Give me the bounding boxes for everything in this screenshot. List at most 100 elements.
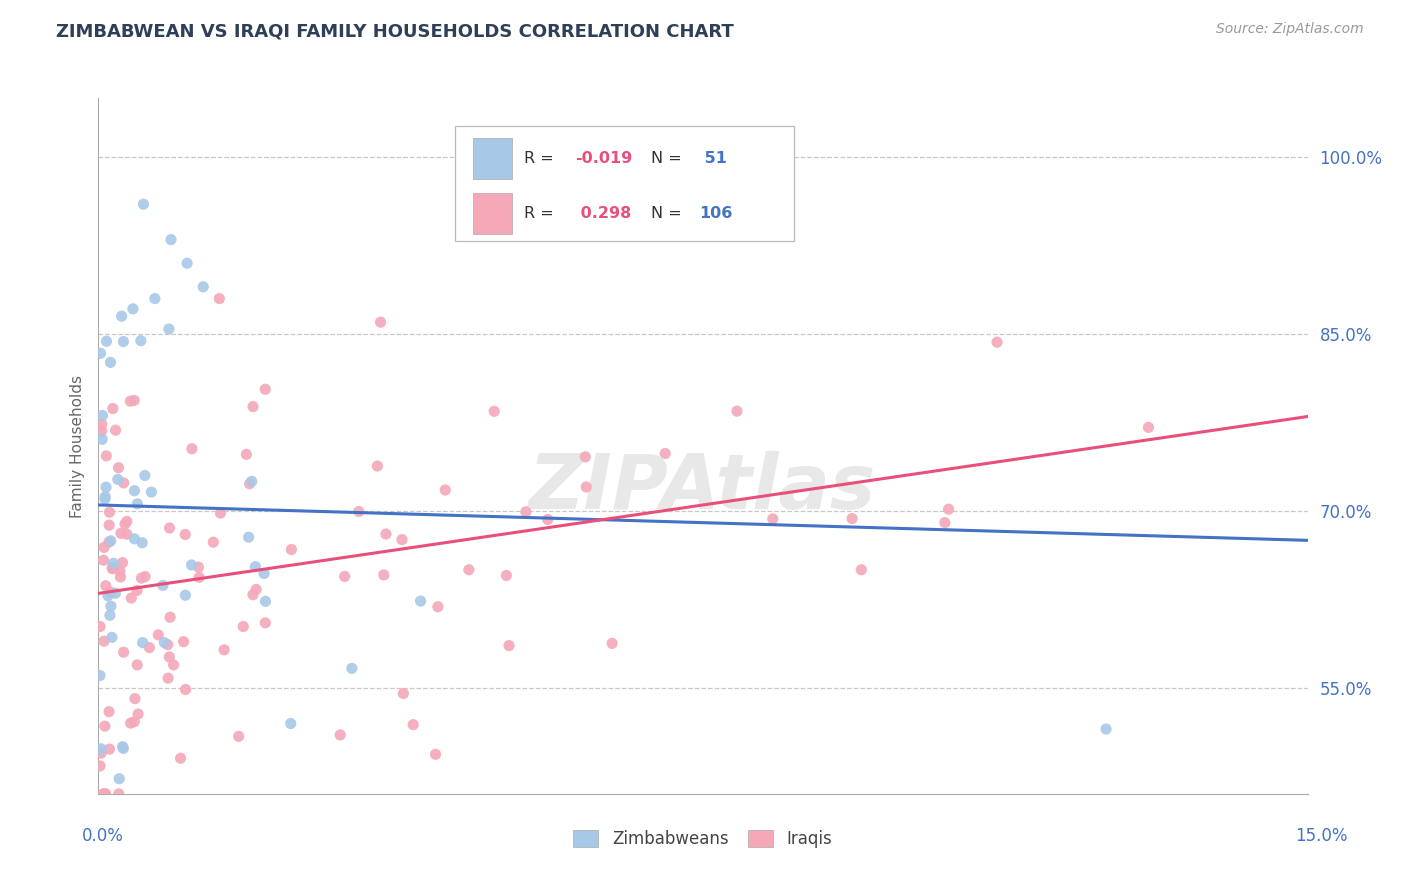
Point xyxy=(242,400,264,414)
Point xyxy=(93,787,115,801)
Legend: Zimbabweans, Iraqis: Zimbabweans, Iraqis xyxy=(567,823,839,855)
Point xyxy=(188,570,211,584)
Point xyxy=(134,468,156,483)
Point xyxy=(112,334,135,349)
Point xyxy=(193,280,215,294)
Point xyxy=(254,382,277,396)
Point xyxy=(104,586,127,600)
Point xyxy=(101,401,124,416)
Point xyxy=(94,492,117,507)
Point xyxy=(280,542,302,557)
Point xyxy=(98,535,121,549)
Point xyxy=(391,533,413,547)
Point xyxy=(232,619,254,633)
Point xyxy=(157,322,180,336)
Point xyxy=(91,432,114,446)
Point xyxy=(120,716,142,731)
Text: 51: 51 xyxy=(699,151,727,166)
Point xyxy=(98,518,121,533)
FancyBboxPatch shape xyxy=(456,126,793,241)
FancyBboxPatch shape xyxy=(474,137,512,179)
Point xyxy=(90,424,112,438)
Point xyxy=(115,527,138,541)
Point xyxy=(104,423,127,437)
Point xyxy=(111,309,134,323)
Point xyxy=(94,579,117,593)
Point xyxy=(537,512,560,526)
Point xyxy=(340,661,363,675)
Point xyxy=(329,728,352,742)
Text: ZIMBABWEAN VS IRAQI FAMILY HOUSEHOLDS CORRELATION CHART: ZIMBABWEAN VS IRAQI FAMILY HOUSEHOLDS CO… xyxy=(56,22,734,40)
Point xyxy=(101,561,124,575)
Point xyxy=(245,582,267,597)
Point xyxy=(725,404,748,418)
Point xyxy=(100,599,122,614)
Point xyxy=(762,512,785,526)
Point xyxy=(654,446,676,460)
Point xyxy=(138,640,160,655)
Point xyxy=(90,746,112,760)
Point xyxy=(434,483,457,497)
Point xyxy=(143,292,166,306)
Point xyxy=(107,460,129,475)
Point xyxy=(94,787,117,801)
Point xyxy=(89,619,111,633)
Point xyxy=(122,393,145,408)
Point xyxy=(212,642,235,657)
Text: R =: R = xyxy=(524,151,560,166)
Point xyxy=(426,599,449,614)
Point xyxy=(131,635,153,649)
Point xyxy=(124,532,146,546)
Point xyxy=(366,458,388,473)
Point xyxy=(97,589,120,603)
Point xyxy=(162,657,184,672)
Point xyxy=(110,526,132,541)
Point xyxy=(98,742,121,756)
Point xyxy=(235,447,257,461)
Point xyxy=(111,739,134,754)
Text: 0.298: 0.298 xyxy=(575,206,631,221)
Point xyxy=(107,472,129,486)
Point xyxy=(392,686,415,700)
Point xyxy=(254,594,277,608)
Point xyxy=(94,490,117,504)
Y-axis label: Family Households: Family Households xyxy=(69,375,84,517)
Point xyxy=(174,527,197,541)
Text: N =: N = xyxy=(651,206,688,221)
Point xyxy=(112,475,135,490)
Point xyxy=(112,741,135,756)
Point xyxy=(101,561,124,575)
Point xyxy=(115,515,138,529)
Point xyxy=(132,197,155,211)
Point xyxy=(112,645,135,659)
Text: ZIPAtlas: ZIPAtlas xyxy=(529,450,877,524)
Point xyxy=(93,541,115,555)
Point xyxy=(89,668,111,682)
Point xyxy=(124,714,146,729)
Point xyxy=(1137,420,1160,434)
Point xyxy=(101,631,124,645)
Point xyxy=(98,585,121,599)
Point xyxy=(574,450,596,464)
Point xyxy=(173,634,195,648)
Point xyxy=(851,563,873,577)
Point xyxy=(157,671,180,685)
Point xyxy=(841,511,863,525)
Point xyxy=(174,682,197,697)
Point xyxy=(333,569,356,583)
Point xyxy=(159,610,181,624)
Point xyxy=(484,404,506,418)
Point xyxy=(110,570,132,584)
Point xyxy=(575,480,598,494)
Text: R =: R = xyxy=(524,206,560,221)
Point xyxy=(91,787,114,801)
Point xyxy=(245,559,267,574)
Point xyxy=(375,527,398,541)
Point xyxy=(93,634,115,648)
Point xyxy=(111,556,134,570)
Point xyxy=(457,563,479,577)
Point xyxy=(103,557,125,571)
Point xyxy=(90,742,112,756)
Point xyxy=(89,346,111,360)
Point xyxy=(107,787,129,801)
